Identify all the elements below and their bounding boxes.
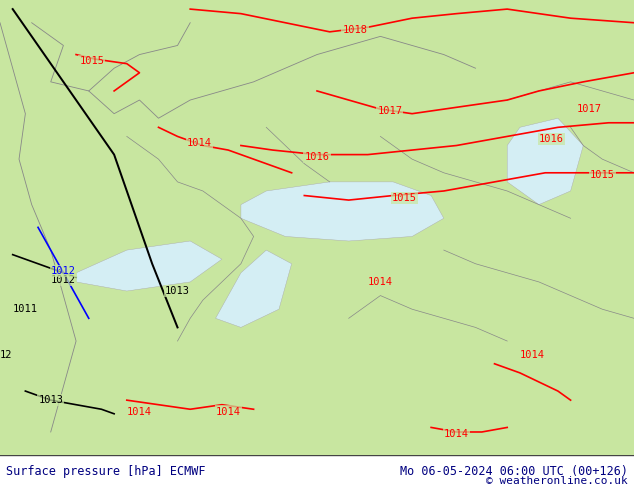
- Text: 1014: 1014: [444, 429, 469, 439]
- Text: 1015: 1015: [392, 193, 417, 203]
- Text: 1012: 1012: [51, 275, 76, 285]
- Text: 1013: 1013: [38, 395, 63, 405]
- Text: 1015: 1015: [590, 170, 615, 180]
- Text: 1014: 1014: [187, 138, 212, 148]
- Text: 1015: 1015: [79, 56, 105, 66]
- Text: © weatheronline.co.uk: © weatheronline.co.uk: [486, 476, 628, 487]
- Text: Surface pressure [hPa] ECMWF: Surface pressure [hPa] ECMWF: [6, 466, 206, 478]
- Text: 1014: 1014: [368, 277, 393, 287]
- Text: Mo 06-05-2024 06:00 UTC (00+126): Mo 06-05-2024 06:00 UTC (00+126): [399, 466, 628, 478]
- Text: 1017: 1017: [377, 106, 403, 117]
- Text: 1012: 1012: [51, 266, 76, 275]
- Text: 1014: 1014: [127, 407, 152, 416]
- Text: 1014: 1014: [216, 407, 241, 416]
- Text: 1016: 1016: [539, 134, 564, 144]
- Text: 12: 12: [0, 350, 13, 360]
- Text: 1017: 1017: [577, 104, 602, 114]
- Text: 1013: 1013: [165, 286, 190, 296]
- Text: 1016: 1016: [304, 152, 330, 162]
- Text: 1018: 1018: [342, 25, 368, 35]
- Text: 1011: 1011: [13, 304, 38, 314]
- Text: 1014: 1014: [520, 350, 545, 360]
